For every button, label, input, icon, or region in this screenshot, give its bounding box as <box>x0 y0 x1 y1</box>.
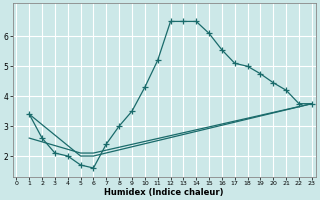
X-axis label: Humidex (Indice chaleur): Humidex (Indice chaleur) <box>104 188 224 197</box>
